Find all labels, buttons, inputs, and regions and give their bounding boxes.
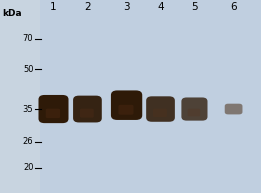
Text: 20: 20 <box>23 163 33 172</box>
FancyBboxPatch shape <box>38 95 68 123</box>
Text: 35: 35 <box>23 105 33 113</box>
Text: 5: 5 <box>191 2 198 12</box>
FancyBboxPatch shape <box>40 0 261 193</box>
Text: 26: 26 <box>23 137 33 146</box>
FancyBboxPatch shape <box>46 109 60 118</box>
FancyBboxPatch shape <box>73 96 102 123</box>
Text: 1: 1 <box>50 2 57 12</box>
FancyBboxPatch shape <box>153 109 167 117</box>
Text: 50: 50 <box>23 65 33 74</box>
FancyBboxPatch shape <box>111 90 142 120</box>
FancyBboxPatch shape <box>146 96 175 122</box>
Text: 70: 70 <box>23 34 33 43</box>
Text: 2: 2 <box>84 2 91 12</box>
Text: 4: 4 <box>157 2 164 12</box>
FancyBboxPatch shape <box>188 109 200 116</box>
FancyBboxPatch shape <box>225 104 242 114</box>
Text: 6: 6 <box>230 2 237 12</box>
Text: 3: 3 <box>123 2 130 12</box>
FancyBboxPatch shape <box>118 105 133 115</box>
FancyBboxPatch shape <box>181 97 207 121</box>
Text: kDa: kDa <box>3 9 22 18</box>
FancyBboxPatch shape <box>80 109 94 118</box>
